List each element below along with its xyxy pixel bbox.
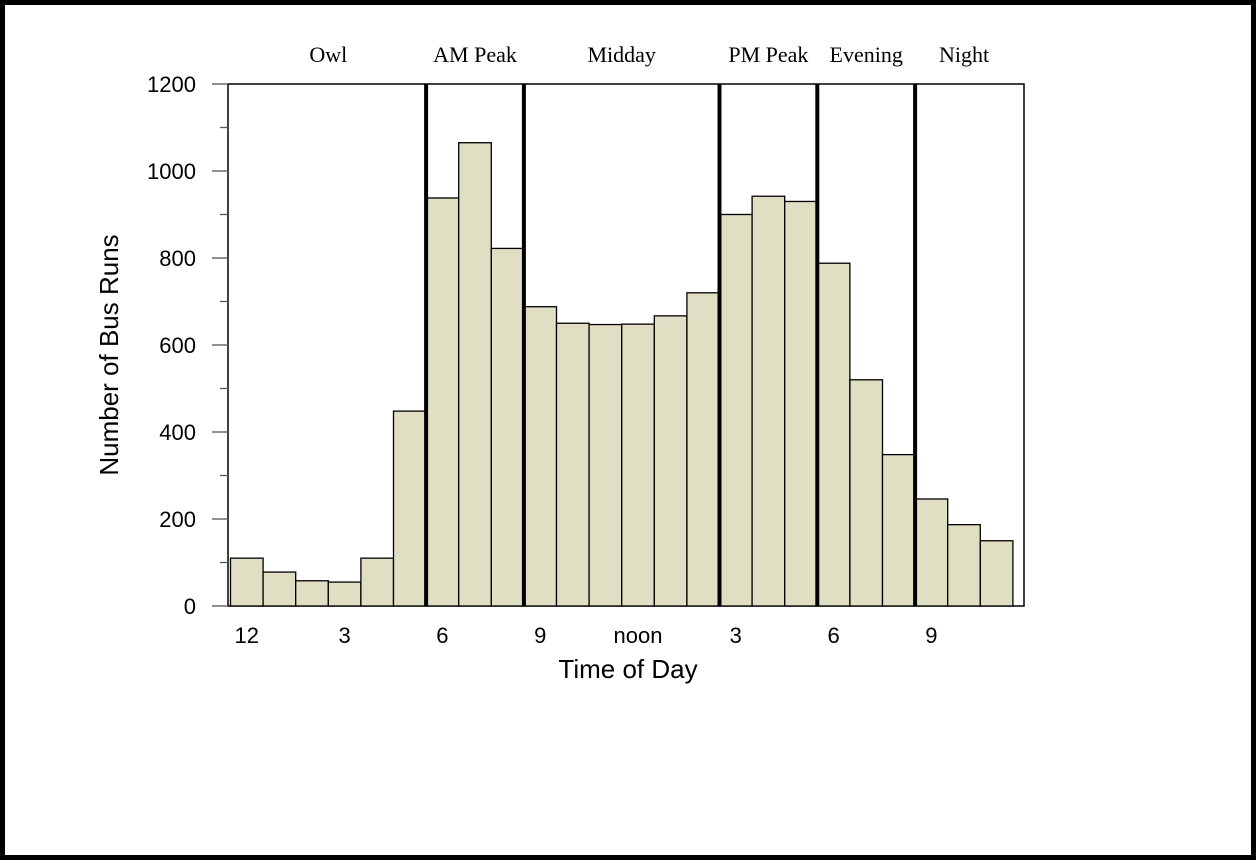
y-tick-label: 1200 xyxy=(147,72,196,97)
bar-hour-18 xyxy=(816,262,851,607)
bar-hour-4 xyxy=(360,557,395,607)
bars xyxy=(229,142,1014,607)
period-labels: Owl AM Peak Midday PM Peak Evening Night xyxy=(309,42,989,67)
bar-hour-13 xyxy=(653,315,688,607)
y-tick-label: 600 xyxy=(159,333,196,358)
x-tick-label: 6 xyxy=(827,623,839,648)
x-tick-label: 6 xyxy=(436,623,448,648)
bar-hour-0 xyxy=(229,557,264,607)
bar-hour-19 xyxy=(849,379,884,607)
bar-hour-22 xyxy=(947,524,981,607)
bar-hour-7 xyxy=(458,142,492,607)
bar-hour-10 xyxy=(555,322,590,607)
bar-hour-6 xyxy=(425,197,460,607)
y-tick-label: 400 xyxy=(159,420,196,445)
x-axis: 12 3 6 9 noon 3 6 9 xyxy=(235,623,938,648)
bar-hour-3 xyxy=(327,581,362,607)
bar-hour-14 xyxy=(686,292,721,607)
x-axis-title: Time of Day xyxy=(558,654,697,684)
bar-hour-21 xyxy=(914,498,949,607)
period-label: Owl xyxy=(309,42,347,67)
bar-hour-2 xyxy=(295,580,329,607)
x-tick-label: 9 xyxy=(534,623,546,648)
period-label: Midday xyxy=(587,42,655,67)
y-tick-label: 0 xyxy=(184,594,196,619)
x-tick-label: 9 xyxy=(925,623,937,648)
period-label: Night xyxy=(939,42,989,67)
x-tick-label: 3 xyxy=(338,623,350,648)
bar-hour-23 xyxy=(979,540,1014,607)
bus-runs-histogram: 0 200 400 600 800 1000 1200 12 3 6 9 noon 3 6 9 Owl AM… xyxy=(94,42,1025,684)
y-tick-label: 1000 xyxy=(147,159,196,184)
bar-hour-5 xyxy=(392,410,427,607)
period-label: AM Peak xyxy=(433,42,517,67)
bar-hour-20 xyxy=(881,453,916,607)
bar-hour-11 xyxy=(588,323,623,607)
period-dividers xyxy=(424,84,918,606)
x-tick-label: 12 xyxy=(235,623,259,648)
y-axis-title: Number of Bus Runs xyxy=(94,234,124,475)
x-tick-label: noon xyxy=(614,623,663,648)
bar-hour-9 xyxy=(523,306,558,607)
bar-hour-17 xyxy=(784,200,818,607)
bar-hour-1 xyxy=(262,571,297,607)
bar-hour-12 xyxy=(621,323,655,607)
bar-hour-8 xyxy=(490,247,525,607)
y-tick-label: 800 xyxy=(159,246,196,271)
period-label: PM Peak xyxy=(728,42,808,67)
period-label: Evening xyxy=(830,42,903,67)
x-tick-label: 3 xyxy=(730,623,742,648)
y-axis: 0 200 400 600 800 1000 1200 xyxy=(147,72,228,619)
y-tick-label: 200 xyxy=(159,507,196,532)
bar-hour-16 xyxy=(751,195,786,607)
bar-hour-15 xyxy=(718,213,753,607)
